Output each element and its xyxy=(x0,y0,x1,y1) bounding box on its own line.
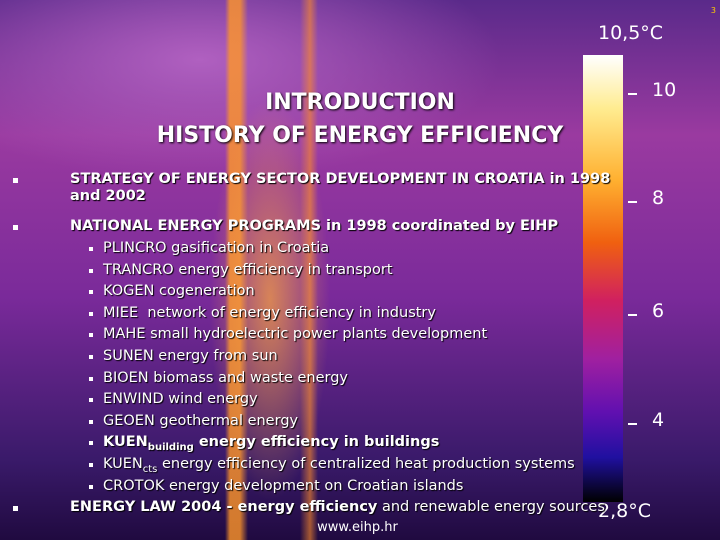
sub-bullet-marker xyxy=(89,247,93,251)
sub-bullet: SUNEN energy from sun xyxy=(103,348,278,365)
title-line: INTRODUCTION xyxy=(265,90,455,115)
thermal-scale xyxy=(583,55,623,502)
scale-tick xyxy=(628,201,637,203)
bullet-marker xyxy=(13,506,18,512)
sub-bullet: ENWIND wind energy xyxy=(103,391,258,408)
sub-bullet-marker xyxy=(89,333,93,338)
sub-bullet: CROTOK energy development on Croatian is… xyxy=(103,478,463,495)
subscript: cts xyxy=(142,463,158,475)
scale-tick-label: 4 xyxy=(652,409,665,431)
title-line: HISTORY OF ENERGY EFFICIENCY xyxy=(156,123,564,148)
sub-bullet: PLINCRO gasification in Croatia xyxy=(103,240,329,257)
sub-bullet-marker xyxy=(89,355,93,359)
sub-bullet-text: ENWIND wind energy xyxy=(103,391,258,408)
scale-tick xyxy=(628,93,637,95)
sub-bullet-marker xyxy=(89,268,93,273)
bullet: NATIONAL ENERGY PROGRAMS in 1998 coordin… xyxy=(70,218,640,235)
sub-bullet-text: MIEE network of energy efficiency in ind… xyxy=(103,304,436,321)
sub-bullet-text: energy efficiency in buildings xyxy=(193,434,440,451)
sub-bullet-text: GEOEN geothermal energy xyxy=(103,412,299,429)
bullet-text-bold: ENERGY LAW 2004 - energy efficiency xyxy=(70,499,378,516)
scale-tick-label: 8 xyxy=(652,187,665,209)
slide-number: 3 xyxy=(710,6,716,15)
sub-bullet-text: PLINCRO gasification in Croatia xyxy=(103,240,330,256)
sub-bullet-text: TRANCRO energy efficiency in transport xyxy=(103,261,393,278)
sub-bullet: GEOEN geothermal energy xyxy=(103,413,298,430)
scale-top: 10,5°C xyxy=(598,22,664,44)
sub-bullet-text: KUEN xyxy=(103,456,143,472)
sub-bullet-text: MAHE small hydroelectric power plants de… xyxy=(103,326,488,343)
sub-bullet-text: energy efficiency of centralized heat pr… xyxy=(157,456,575,472)
bullet-text: and renewable energy sources xyxy=(377,499,605,516)
bullet-marker xyxy=(13,178,18,183)
scale-bottom: 2,8°C xyxy=(598,500,651,522)
sub-bullet-marker xyxy=(89,311,93,316)
title: INTRODUCTION HISTORY OF ENERGY EFFICIENC… xyxy=(0,86,720,152)
sub-bullet-marker xyxy=(89,463,93,467)
sub-bullet: TRANCRO energy efficiency in transport xyxy=(103,262,393,279)
sub-bullet-marker xyxy=(89,290,93,295)
footer: www.eihp.hr xyxy=(317,520,398,535)
scale-tick xyxy=(628,423,637,425)
bullet: ENERGY LAW 2004 - energy efficiency and … xyxy=(70,499,640,516)
sub-bullet-text: CROTOK energy development on Croatian is… xyxy=(103,477,464,494)
scale-tick-label: 6 xyxy=(652,300,665,322)
subscript: building xyxy=(147,442,194,454)
sub-bullet-marker xyxy=(89,419,93,424)
sub-bullet-marker xyxy=(89,398,93,403)
sub-bullet-text: BIOEN biomass and waste energy xyxy=(103,369,349,386)
sub-bullet: KOGEN cogeneration xyxy=(103,283,255,300)
scale-tick-label: 10 xyxy=(652,79,677,101)
sub-bullet-marker xyxy=(89,484,93,489)
sub-bullet: MAHE small hydroelectric power plants de… xyxy=(103,326,487,343)
bullet-text: STRATEGY OF ENERGY SECTOR DEVELOPMENT IN… xyxy=(70,171,611,204)
bullet-text: NATIONAL ENERGY PROGRAMS in 1998 coordin… xyxy=(70,218,559,234)
bullet-marker xyxy=(13,225,18,230)
sub-bullet-text: KOGEN cogeneration xyxy=(103,283,255,300)
sub-bullet: MIEE network of energy efficiency in ind… xyxy=(103,305,436,322)
sub-bullet: KUENcts energy efficiency of centralized… xyxy=(103,456,575,478)
sub-bullet-marker xyxy=(89,441,93,446)
sub-bullet-text: SUNEN energy from sun xyxy=(103,348,278,364)
sub-bullet: BIOEN biomass and waste energy xyxy=(103,370,348,387)
bullet: STRATEGY OF ENERGY SECTOR DEVELOPMENT IN… xyxy=(70,171,640,205)
sub-bullet-text: KUEN xyxy=(103,434,148,451)
scale-tick xyxy=(628,314,637,316)
sub-bullet-marker xyxy=(89,376,93,381)
sub-bullet: KUENbuilding energy efficiency in buildi… xyxy=(103,434,439,456)
